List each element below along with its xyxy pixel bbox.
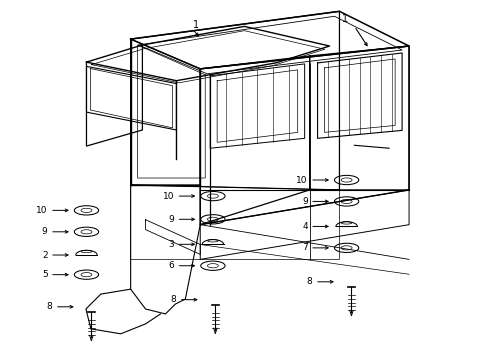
Text: 3: 3 [168, 240, 174, 249]
Text: 4: 4 [302, 222, 307, 231]
Text: 7: 7 [302, 243, 307, 252]
Text: 8: 8 [46, 302, 52, 311]
Text: 9: 9 [302, 197, 307, 206]
Text: 8: 8 [170, 295, 176, 304]
Text: 8: 8 [306, 277, 312, 286]
Text: 6: 6 [168, 261, 174, 270]
Text: 10: 10 [36, 206, 47, 215]
Text: 1: 1 [193, 19, 199, 30]
Text: 2: 2 [42, 251, 47, 260]
Text: 1: 1 [341, 14, 347, 24]
Text: 9: 9 [42, 227, 47, 236]
Text: 5: 5 [42, 270, 47, 279]
Text: 10: 10 [162, 192, 174, 201]
Text: 9: 9 [168, 215, 174, 224]
Text: 10: 10 [296, 176, 307, 185]
